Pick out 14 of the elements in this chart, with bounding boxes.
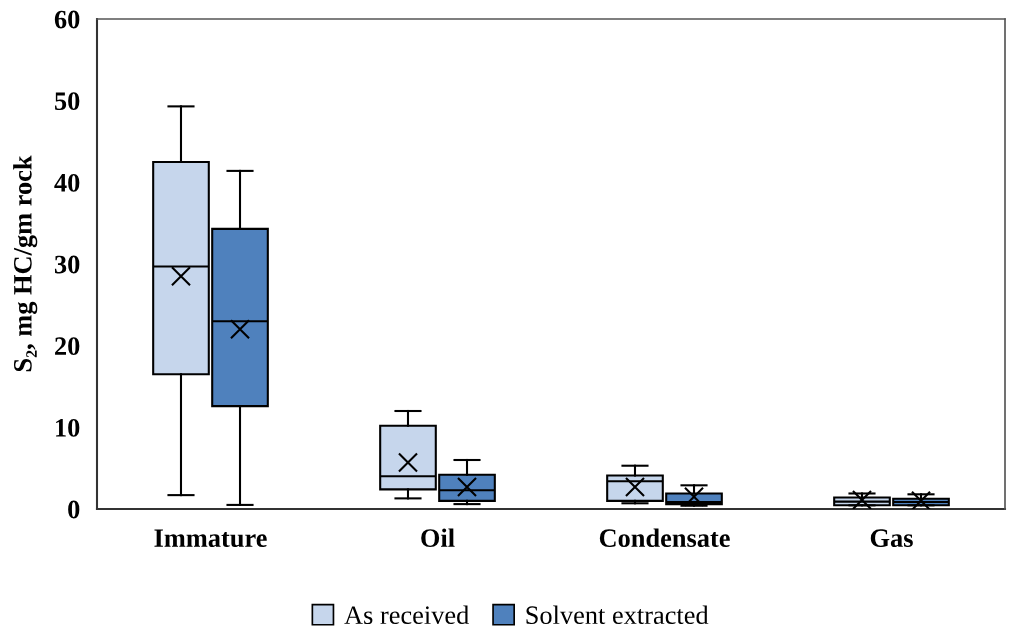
y-tick-label: 30 [54,255,80,274]
x-tick-label: Immature [154,529,267,548]
y-tick-label: 50 [55,92,80,111]
y-tick-label: 20 [55,337,80,356]
y-tick-label: 60 [54,10,80,29]
legend-label: Solvent extracted [526,605,709,625]
y-tick-label: 40 [54,173,80,192]
legend-label: As received [344,605,469,625]
y-tick-label: 0 [68,500,80,519]
x-tick-label: Oil [421,528,455,548]
y-tick-label: 10 [56,418,80,437]
x-tick-label: Condensate [599,528,730,548]
y-axis-title: S₂, mg HC/gm rock [13,155,38,372]
x-tick-label: Gas [870,529,913,548]
